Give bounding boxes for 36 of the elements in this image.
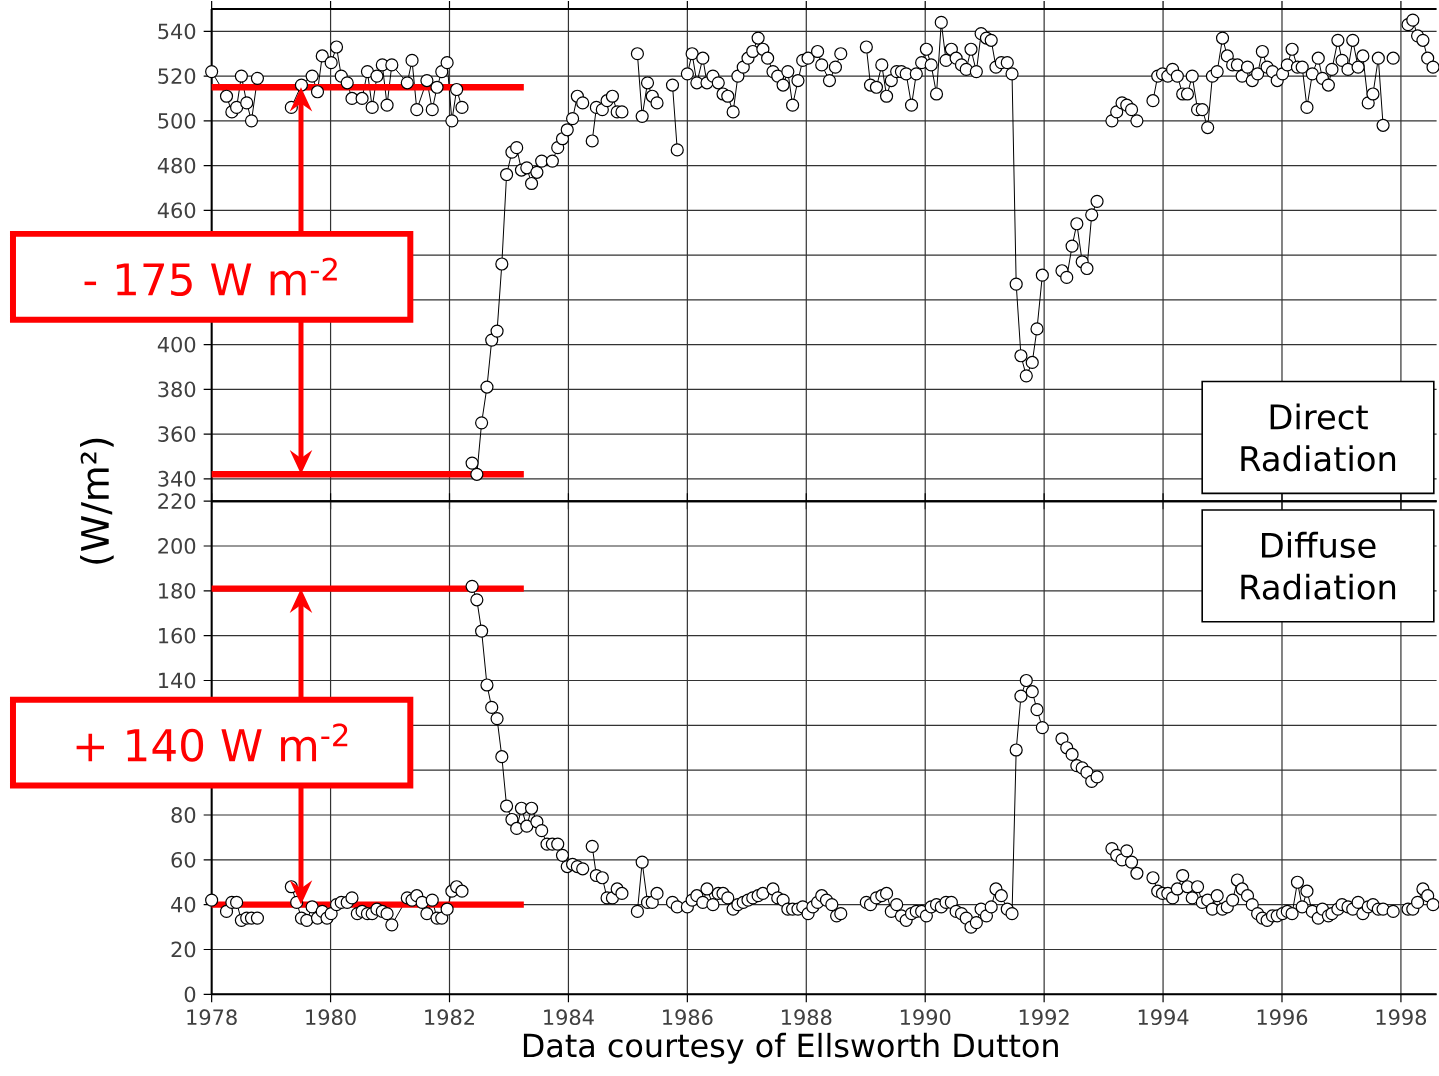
y-tick-label: 140 [159,672,196,689]
y-tick-label: 80 [171,807,196,823]
x-tick-label: 1986 [663,1009,713,1026]
y-tick-label: 400 [157,336,196,353]
y-tick-label: 20 [171,941,196,958]
y-tick-label: 380 [158,381,196,398]
annotation: + 140 W m$^{-2}$ [76,723,348,762]
text: Data courtesy of Ellsworth Dutton [523,1032,1058,1064]
y-tick-label: 340 [158,470,196,487]
x-tick-label: 1980 [306,1009,356,1026]
y-axis-title: (W/m²) [80,438,114,564]
text: Direct Radiation [1241,403,1396,472]
x-tick-label: 1998 [1376,1009,1427,1026]
y-tick-label: 160 [159,627,196,644]
x-tick-label: 1996 [1257,1009,1308,1026]
text: Diffuse Radiation [1241,531,1396,600]
x-tick-label: 1990 [900,1009,951,1026]
y-tick-label: 40 [171,896,196,913]
y-tick-label: 520 [158,68,196,84]
y-tick-label: 0 [184,986,196,1003]
y-tick-label: 480 [157,157,196,174]
y-tick-label: 500 [158,112,196,129]
x-tick-label: 1984 [544,1009,594,1026]
y-tick-label: 180 [159,582,196,599]
y-tick-label: 60 [171,851,196,868]
y-tick-label: 220 [158,493,196,509]
x-tick-label: 1988 [781,1009,832,1026]
y-tick-label: 200 [158,537,196,554]
x-tick-label: 1992 [1019,1009,1069,1026]
x-tick-label: 1994 [1138,1009,1189,1026]
y-tick-label: 360 [158,426,196,442]
y-tick-label: 460 [157,202,196,219]
x-tick-label: 1982 [425,1009,474,1026]
annotation: - 175 W m$^{-2}$ [84,257,337,296]
x-tick-label: 1978 [187,1009,237,1026]
y-tick-label: 540 [158,23,196,40]
